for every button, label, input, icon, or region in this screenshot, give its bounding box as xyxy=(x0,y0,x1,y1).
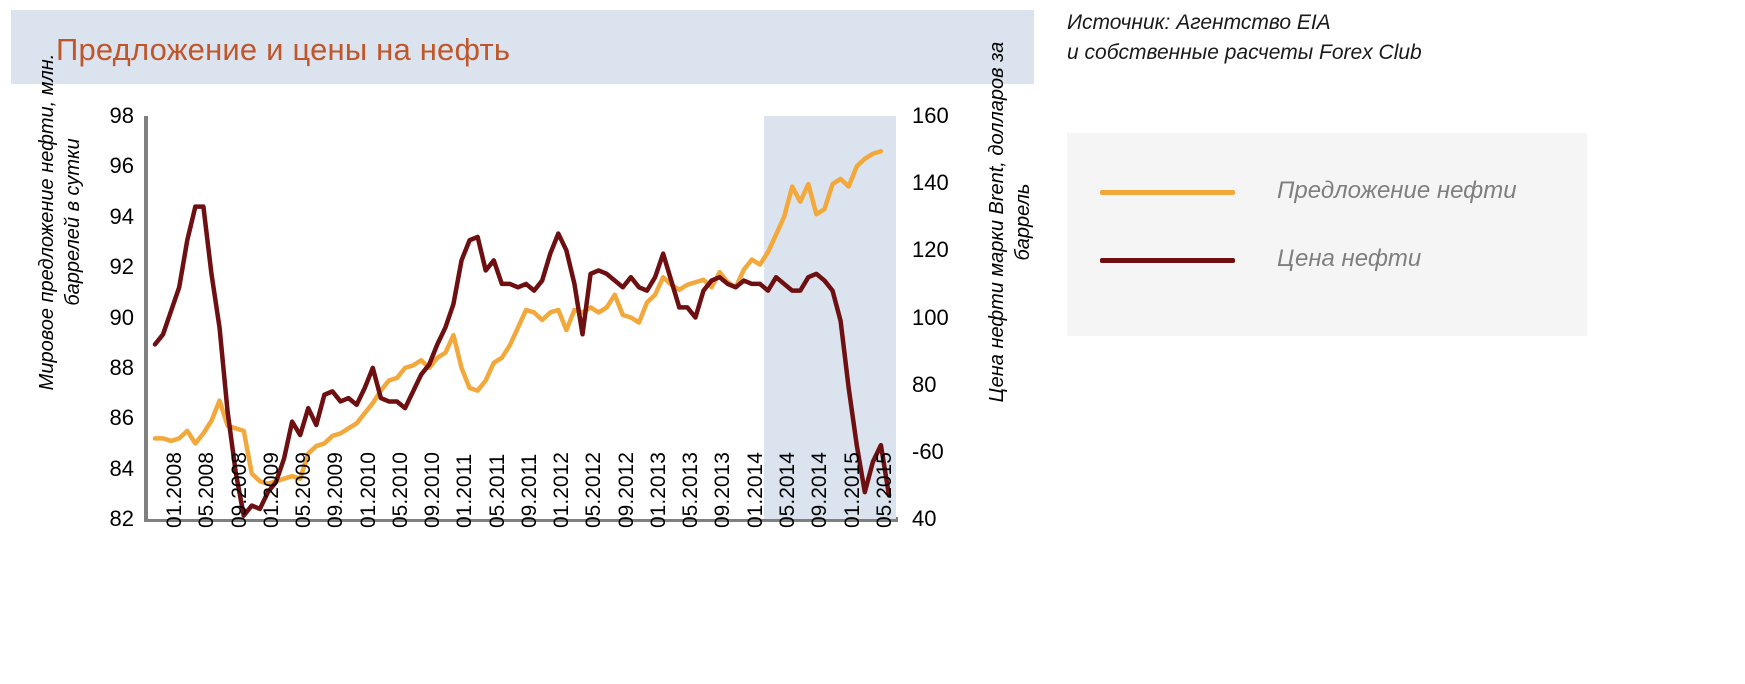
y-tick-left: 90 xyxy=(109,304,134,330)
x-tick: 09.2009 xyxy=(324,452,348,528)
x-tick: 09.2008 xyxy=(227,452,251,528)
x-tick: 01.2014 xyxy=(743,452,767,528)
line-supply xyxy=(152,149,884,486)
x-tick: 09.2012 xyxy=(614,452,638,528)
legend-swatch-supply xyxy=(1100,190,1235,195)
y-tick-right: 140 xyxy=(912,170,949,196)
x-tick: 01.2009 xyxy=(259,452,283,528)
x-tick: 09.2014 xyxy=(808,452,832,528)
y-axis-left-label: Мировое предложение нефти, млн. баррелей… xyxy=(36,53,84,391)
legend-label-supply: Предложение нефти xyxy=(1277,177,1517,204)
x-tick: 09.2011 xyxy=(517,453,541,528)
x-tick: 05.2012 xyxy=(582,452,606,528)
chart-legend: Предложение нефти Цена нефти xyxy=(1067,133,1587,336)
x-tick: 01.2013 xyxy=(646,452,670,528)
x-tick: 01.2015 xyxy=(840,452,864,528)
x-tick: 01.2011 xyxy=(453,453,477,528)
title-band: Предложение и цены на нефть xyxy=(11,10,1034,84)
y-tick-left: 96 xyxy=(109,153,134,179)
y-tick-left: 98 xyxy=(109,103,134,128)
page-title: Предложение и цены на нефть xyxy=(56,32,511,67)
x-tick: 05.2010 xyxy=(388,452,412,528)
x-tick: 05.2011 xyxy=(485,453,509,528)
chart: Мировое предложение нефти, млн. баррелей… xyxy=(0,42,1050,684)
y-tick-right: 100 xyxy=(912,304,949,330)
y-tick-left: 94 xyxy=(109,203,134,229)
y-axis-right-label: Цена нефти марки Brent, долларов за барр… xyxy=(986,41,1034,403)
y-tick-left: 82 xyxy=(109,506,134,531)
y-axis-line xyxy=(144,116,149,519)
x-tick: 05.2014 xyxy=(776,452,799,528)
x-tick: 09.2013 xyxy=(711,452,735,528)
source-line-2: и собственные расчеты Forex Club xyxy=(1067,41,1422,64)
source-line-1: Источник: Агентство EIA xyxy=(1067,11,1331,34)
series-lines xyxy=(152,149,892,518)
legend-swatch-price xyxy=(1100,258,1235,263)
x-tick: 09.2010 xyxy=(421,452,445,528)
y-tick-left: 88 xyxy=(109,354,134,380)
plot-area xyxy=(148,116,896,519)
y-tick-left: 84 xyxy=(109,455,134,481)
x-tick: 01.2010 xyxy=(356,452,380,528)
legend-label-price: Цена нефти xyxy=(1277,245,1422,272)
y-tick-right: 80 xyxy=(912,371,937,397)
y-tick-left: 92 xyxy=(109,254,134,280)
source-note: Источник: Агентство EIA и собственные ра… xyxy=(1067,8,1687,68)
x-axis-line xyxy=(144,517,898,522)
forecast-shaded-region xyxy=(764,116,896,519)
y-tick-right: -60 xyxy=(912,438,944,464)
x-tick: 05.2008 xyxy=(195,452,219,528)
x-tick: 05.2015 xyxy=(872,452,896,528)
x-tick: 01.2008 xyxy=(163,452,186,528)
x-tick: 05.2013 xyxy=(679,452,703,528)
x-tick: 01.2012 xyxy=(550,452,574,528)
line-price xyxy=(152,204,892,518)
x-tick: 05.2009 xyxy=(292,452,316,528)
y-tick-right: 40 xyxy=(912,506,937,531)
y-tick-right: 120 xyxy=(912,237,949,263)
y-tick-left: 86 xyxy=(109,405,134,431)
y-tick-right: 160 xyxy=(912,103,949,128)
